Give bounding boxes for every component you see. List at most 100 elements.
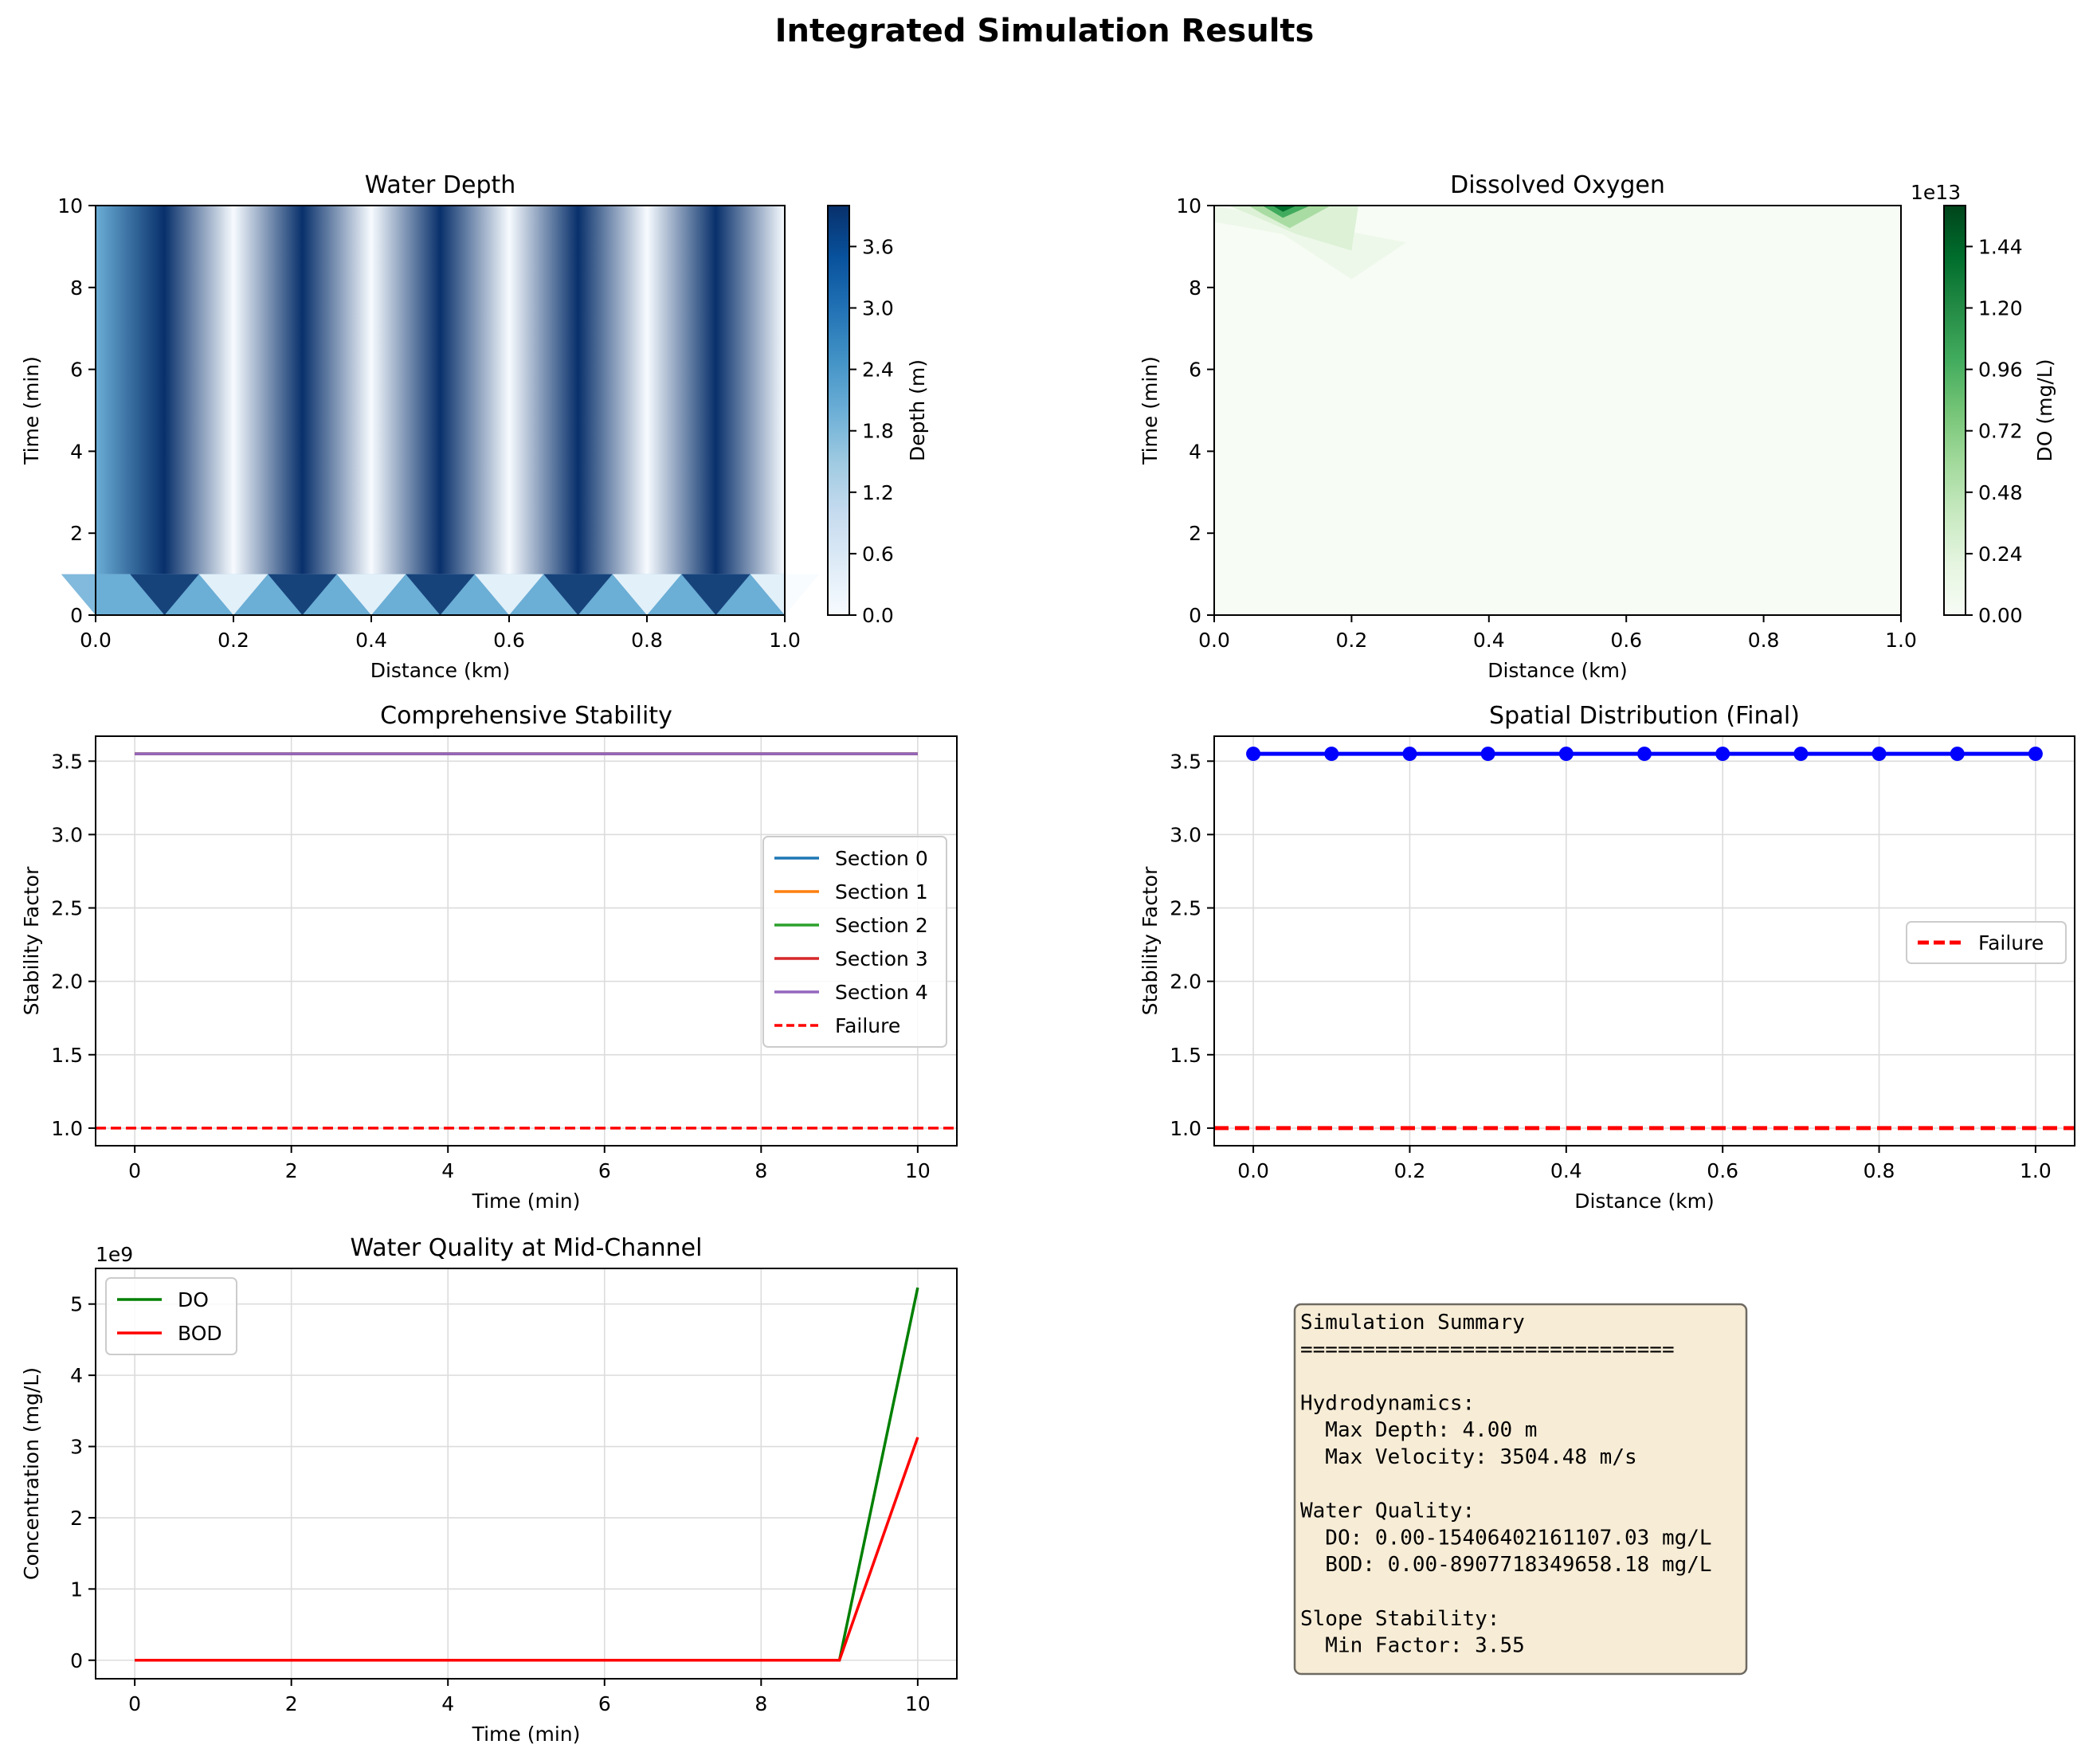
colorbar-tick-label: 3.6 <box>862 235 894 258</box>
panel-quality: 0 2 4 6 8 10 0 1 2 3 4 5 Water Quality at Mid-Channe… <box>20 1234 958 1746</box>
depth-transition <box>474 574 544 615</box>
y-tick-label: 0 <box>70 1649 83 1672</box>
colorbar-label: Depth (m) <box>906 359 929 461</box>
colorbar-tick-label: 0.96 <box>1978 359 2023 382</box>
x-tick-label: 6 <box>598 1159 611 1182</box>
y-tick-label: 1.0 <box>1170 1117 1201 1140</box>
colorbar-tick-label: 1.44 <box>1978 235 2023 258</box>
panel-stability: 0 2 4 6 8 10 1.0 1.5 2.0 2.5 3.0 3.5 Comprehensive S… <box>20 702 958 1213</box>
y-tick-label: 10 <box>1176 194 1201 218</box>
legend-label: Failure <box>1978 931 2044 955</box>
x-tick-label: 4 <box>441 1692 454 1715</box>
x-tick-label: 2 <box>285 1159 298 1182</box>
x-tick-label: 4 <box>441 1159 454 1182</box>
x-tick-label: 0.8 <box>631 629 663 652</box>
legend-label: Section 0 <box>835 847 928 870</box>
axes-frame <box>95 735 958 1147</box>
colorbar-tick-label: 0.24 <box>1978 543 2023 566</box>
y-axis-label: Concentration (mg/L) <box>20 1367 43 1580</box>
y-tick-label: 0 <box>1189 604 1201 627</box>
depth-transition <box>406 574 475 615</box>
spatial-point <box>1402 747 1417 762</box>
axes-title: Dissolved Oxygen <box>1450 171 1665 199</box>
spatial-point <box>1558 747 1574 762</box>
y-tick-label: 3.0 <box>1170 823 1201 846</box>
do-contour-level <box>1248 206 1331 229</box>
x-tick-label: 2 <box>285 1692 298 1715</box>
spatial-point <box>1637 747 1652 762</box>
y-tick-label: 2 <box>70 1507 83 1530</box>
y-axis-label: Time (min) <box>20 356 43 465</box>
y-tick-label: 4 <box>70 1364 83 1387</box>
legend-label: BOD <box>178 1322 222 1345</box>
depth-transition <box>268 574 337 615</box>
y-axis-label: Time (min) <box>1139 356 1162 465</box>
x-tick-label: 0.2 <box>1336 629 1368 652</box>
simulation-summary-box: Simulation Summary ======================… <box>1293 1303 1748 1676</box>
legend-label: Section 1 <box>835 880 928 904</box>
y-tick-label: 8 <box>70 276 83 300</box>
do-contour-level <box>1262 206 1311 218</box>
y-tick-label: 6 <box>1189 359 1201 382</box>
colorbar-tick-label: 0.00 <box>1978 604 2023 627</box>
x-axis-label: Time (min) <box>472 1723 581 1746</box>
spatial-point <box>1324 747 1339 762</box>
colorbar-tick-label: 0.48 <box>1978 481 2023 504</box>
panel-depth: 0.0 0.2 0.4 0.6 0.8 1.0 0 2 4 6 8 10 Water Depth Dist… <box>20 171 929 682</box>
axes-title: Comprehensive Stability <box>380 702 672 730</box>
legend-label: Failure <box>835 1014 900 1037</box>
x-tick-label: 8 <box>754 1159 767 1182</box>
x-tick-label: 0.4 <box>1473 629 1505 652</box>
panel-do-map: 0.0 0.2 0.4 0.6 0.8 1.0 0 2 4 6 8 10 Dissolved Oxyge… <box>1139 171 2056 682</box>
do-contour-peak <box>1272 206 1297 212</box>
do-colorbar <box>1943 205 1966 616</box>
colorbar-tick-label: 0.0 <box>862 604 894 627</box>
y-axis-label: Stability Factor <box>1139 866 1162 1015</box>
depth-field <box>96 206 785 574</box>
y-tick-label: 3.5 <box>1170 750 1201 773</box>
x-axis-label: Time (min) <box>472 1190 581 1213</box>
y-tick-label: 2 <box>1189 522 1201 545</box>
y-tick-label: 2 <box>70 522 83 545</box>
spatial-point <box>1950 747 1965 762</box>
spatial-point <box>2028 747 2043 762</box>
panel-spatial: 0.0 0.2 0.4 0.6 0.8 1.0 1.0 1.5 2.0 2.5 3.0 3.5 Spat… <box>1139 702 2075 1213</box>
legend-box <box>105 1277 237 1355</box>
colorbar-tick-label: 0.72 <box>1978 420 2023 443</box>
y-tick-label: 5 <box>70 1293 83 1316</box>
x-tick-label: 6 <box>598 1692 611 1715</box>
depth-transition <box>130 574 199 615</box>
summary-line: Simulation Summary <box>1300 1311 1525 1335</box>
series-line-bod <box>135 1437 919 1662</box>
legend-label: DO <box>178 1288 209 1311</box>
depth-transition <box>198 574 268 615</box>
summary-line: Min Factor: 3.55 <box>1300 1634 1525 1658</box>
x-tick-label: 0.4 <box>355 629 387 652</box>
y-tick-label: 3 <box>70 1436 83 1459</box>
depth-colorbar <box>827 205 850 616</box>
x-tick-label: 0.2 <box>1394 1159 1426 1182</box>
y-tick-label: 10 <box>57 194 83 218</box>
x-tick-label: 0.0 <box>1198 629 1230 652</box>
x-axis-label: Distance (km) <box>1574 1190 1715 1213</box>
y-tick-label: 1.5 <box>51 1044 83 1067</box>
summary-line: Slope Stability: <box>1300 1607 1499 1631</box>
x-tick-label: 1.0 <box>769 629 801 652</box>
legend-label: Section 4 <box>835 981 928 1004</box>
colorbar-tick-label: 3.0 <box>862 297 894 320</box>
y-tick-label: 3.5 <box>51 750 83 773</box>
x-tick-label: 0.6 <box>1707 1159 1738 1182</box>
y-tick-label: 4 <box>70 440 83 463</box>
y-offset-label: 1e9 <box>96 1243 133 1266</box>
summary-line: BOD: 0.00-8907718349658.18 mg/L <box>1300 1553 1712 1577</box>
spatial-point <box>1246 747 1261 762</box>
spatial-point <box>1715 747 1730 762</box>
do-field <box>1214 206 1901 615</box>
x-tick-label: 0 <box>128 1692 141 1715</box>
summary-line: Max Depth: 4.00 m <box>1300 1418 1537 1442</box>
y-tick-label: 6 <box>70 359 83 382</box>
colorbar-label: DO (mg/L) <box>2033 359 2056 462</box>
colorbar-tick-label: 0.6 <box>862 543 894 566</box>
x-tick-label: 0.0 <box>80 629 112 652</box>
